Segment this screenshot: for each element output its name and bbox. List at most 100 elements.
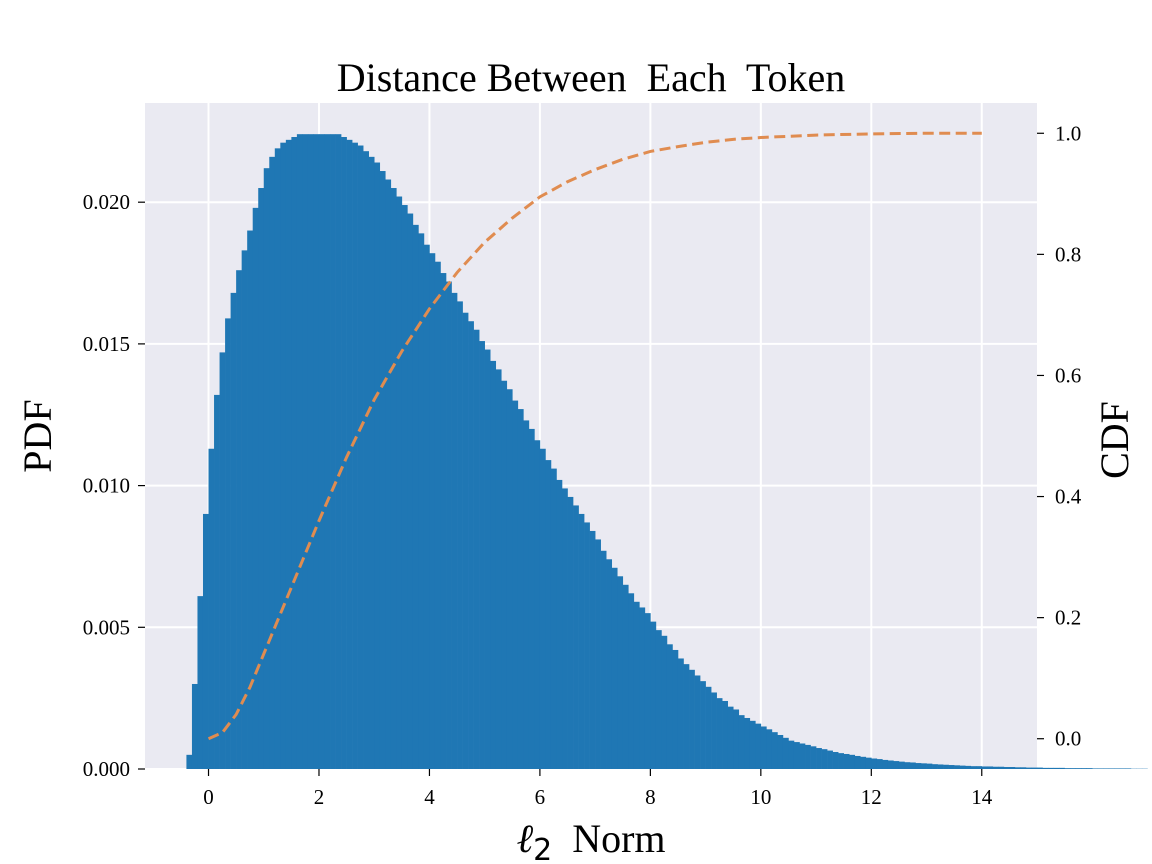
histogram-bar [545,460,552,769]
histogram-bar [705,686,712,769]
histogram-bar [617,576,624,769]
histogram-bar [407,213,414,770]
y2-axis-ticks: 0.0 0.2 0.4 0.6 0.8 1.0 [1037,121,1082,751]
histogram-bar [943,764,949,769]
histogram-bar [567,496,574,769]
histogram-bar [1014,767,1021,769]
histogram-bar [341,137,347,769]
y2-tick-label: 0.0 [1055,727,1081,751]
histogram-bar [556,479,563,769]
x-tick-label: 12 [861,785,882,809]
histogram-bar [854,755,861,769]
histogram-bar [816,748,822,769]
histogram-bar [1092,768,1099,769]
histogram-bar [584,522,590,769]
histogram-bar [622,584,629,769]
histogram-bar [655,630,662,769]
histogram-bar [330,134,336,770]
histogram-bar [932,764,938,769]
x-axis-label-symbol: ℓ [516,816,533,861]
y-tick-label: 0.000 [83,757,130,781]
histogram-bar [672,649,679,769]
histogram-bar [915,763,922,769]
histogram-bar [1114,768,1121,769]
histogram-bar [324,134,331,770]
x-tick-label: 14 [971,785,993,809]
histogram-bar [523,420,530,769]
histogram-bar [539,448,546,769]
histogram-bar [987,766,994,769]
histogram-bar [368,156,375,769]
histogram-bar [1125,768,1132,769]
histogram-bar [379,171,386,769]
histogram-bar [401,205,408,770]
histogram-bar [689,669,695,769]
y-tick-label: 0.015 [83,332,130,356]
histogram-bar [562,488,568,769]
histogram-bar [865,757,872,769]
x-axis-ticks: 0 2 4 6 8 10 12 14 [203,769,993,809]
histogram-bar [501,380,508,769]
histogram-bar [1025,767,1032,769]
histogram-bar [771,732,778,769]
histogram-bar [390,188,397,770]
histogram-bar [1020,767,1027,769]
histogram-bar [186,754,193,769]
histogram-bar [191,683,198,769]
histogram-bar [766,729,773,769]
histogram-bar [468,321,474,769]
histogram-bar [793,742,800,769]
histogram-bar [777,734,784,769]
histogram-bar [755,723,762,769]
histogram-bar [611,567,618,769]
histogram-bar [1003,767,1010,769]
histogram-bar [904,762,911,769]
histogram-bar [733,709,740,769]
histogram-bar [589,530,596,769]
histogram-bar [1097,768,1104,769]
histogram-bar [479,341,485,769]
histogram-bar [644,613,651,769]
histogram-bar [578,513,585,769]
histogram-bar [396,196,403,769]
x-tick-label: 8 [645,785,656,809]
histogram-bar [633,601,640,769]
histogram-bar [628,593,635,769]
histogram-bar [302,134,309,770]
histogram-bar [352,142,358,770]
histogram-bar [810,746,817,769]
histogram-bar [843,753,850,769]
histogram-bar [263,168,270,769]
histogram-bar [247,230,254,769]
histogram-bar [1086,768,1093,769]
histogram-bar [296,134,303,770]
histogram-bar [799,743,806,769]
histogram-bar [307,134,314,770]
y2-axis-label: CDF [1092,401,1137,479]
histogram-bar [363,151,369,770]
chart-title: Distance Between Each Token [337,55,846,100]
histogram-bar [876,759,883,769]
histogram-bar [954,765,960,769]
histogram-bar [1042,767,1049,769]
histogram-bar [573,505,579,769]
histogram-bar [893,761,900,769]
histogram-bar [998,766,1005,769]
histogram-bar [711,692,717,769]
histogram-bar [202,513,209,769]
histogram-bar [970,766,977,769]
histogram-bar [827,750,833,769]
histogram-bar [374,162,381,769]
x-axis-label-text: Norm [572,816,665,861]
histogram-bar [462,312,469,769]
histogram-bar [1059,767,1065,769]
histogram-bar [550,468,557,769]
histogram-bar [738,715,745,769]
y2-tick-label: 1.0 [1055,121,1081,145]
y2-tick-label: 0.6 [1055,363,1081,387]
histogram-bar [451,292,458,769]
histogram-bar [313,134,320,770]
y2-tick-label: 0.2 [1055,606,1081,630]
